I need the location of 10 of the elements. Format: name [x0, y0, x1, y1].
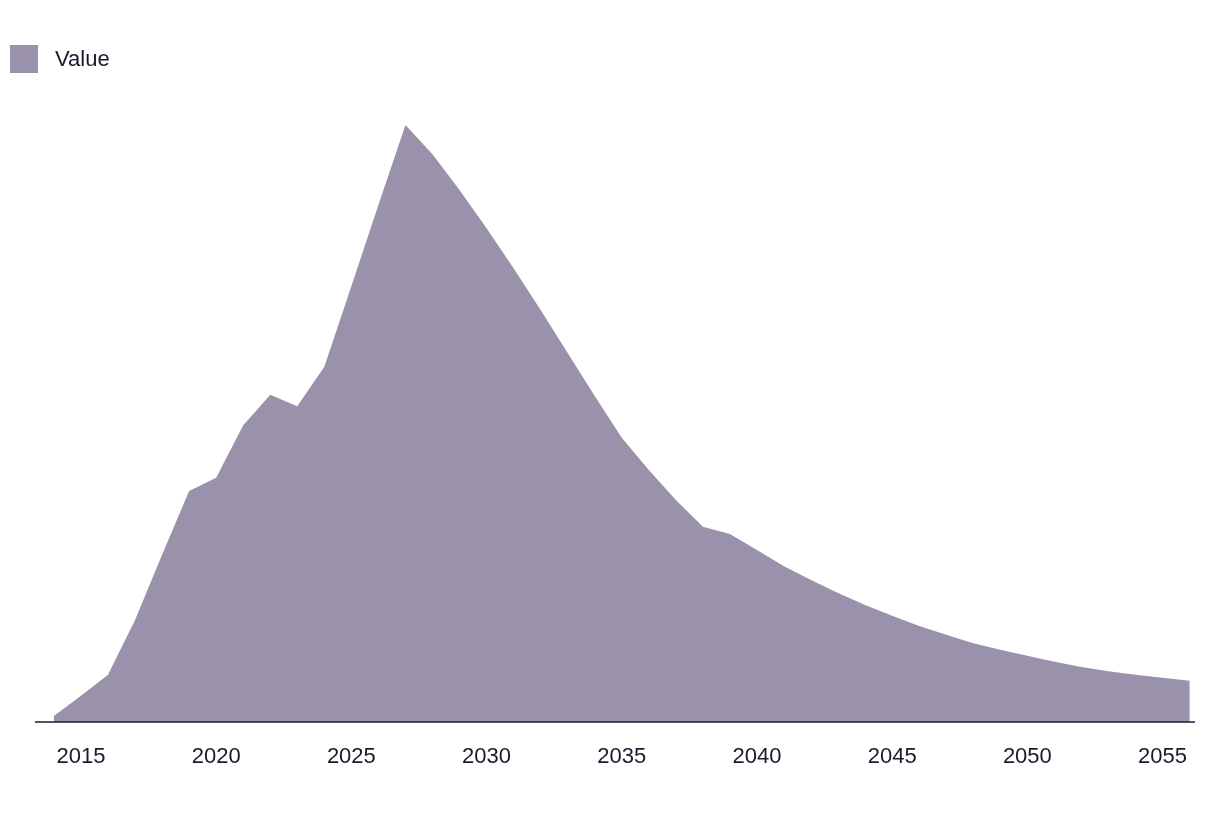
legend-label: Value	[55, 46, 110, 71]
x-tick-label: 2015	[56, 743, 106, 768]
x-tick-label: 2040	[732, 743, 782, 768]
x-tick-label: 2045	[867, 743, 917, 768]
x-tick-label: 2050	[1002, 743, 1052, 768]
x-tick-label: 2035	[597, 743, 647, 768]
x-tick-label: 2055	[1138, 743, 1188, 768]
x-tick-label: 2030	[462, 743, 512, 768]
x-tick-label: 2025	[326, 743, 376, 768]
x-tick-label: 2020	[191, 743, 241, 768]
